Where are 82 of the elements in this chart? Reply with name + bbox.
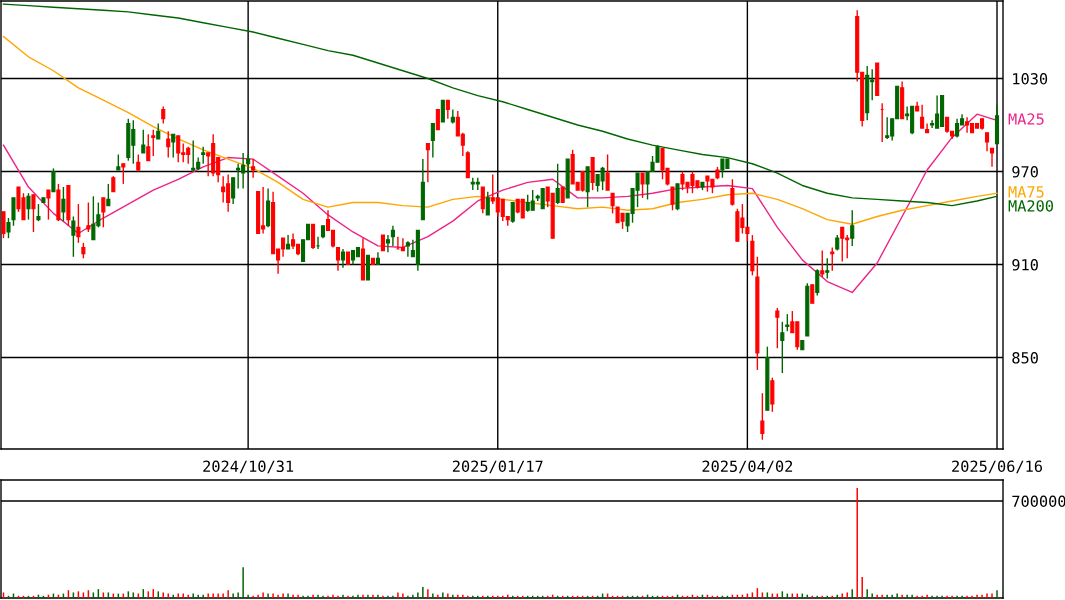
candlestick <box>485 190 490 216</box>
x-tick-label: 2025/04/02 <box>702 460 793 474</box>
candlestick <box>770 376 775 413</box>
y-tick-label: 910 <box>1012 259 1038 271</box>
series-label: MA75 <box>1008 186 1044 198</box>
candlestick <box>640 172 645 199</box>
candlestick <box>840 226 845 263</box>
candlestick <box>236 163 241 190</box>
candlestick <box>46 189 51 221</box>
candlestick <box>76 203 81 244</box>
candlestick <box>610 192 615 215</box>
candlestick <box>925 122 930 134</box>
candlestick <box>520 198 525 219</box>
candlestick <box>61 186 66 222</box>
y-tick-label: 850 <box>1012 352 1038 364</box>
candlestick <box>605 153 610 191</box>
candlestick <box>540 187 545 210</box>
candlestick <box>530 189 535 211</box>
candlestick <box>1 211 6 239</box>
candlestick <box>11 197 16 227</box>
candlestick <box>815 268 820 297</box>
candlestick <box>435 108 440 131</box>
series-label: MA200 <box>1008 200 1054 212</box>
candlestick <box>820 249 825 278</box>
candlestick <box>430 122 435 159</box>
candlestick <box>885 116 890 140</box>
candlestick <box>385 234 390 253</box>
candlestick <box>31 194 36 233</box>
candlestick <box>171 133 176 159</box>
candlestick <box>251 158 256 179</box>
candlestick <box>146 133 151 162</box>
candlestick <box>825 257 830 280</box>
candlestick <box>830 246 835 272</box>
candlestick <box>670 186 675 211</box>
candlestick <box>191 139 196 173</box>
candlestick <box>920 104 925 129</box>
candlestick <box>445 99 450 120</box>
candlestick <box>984 132 990 153</box>
candlestick <box>810 283 815 304</box>
candlestick <box>555 163 560 205</box>
candlestick <box>246 153 251 174</box>
x-tick-label: 2024/10/31 <box>203 460 294 474</box>
line-series <box>2 113 998 294</box>
y-tick-label: 1030 <box>1013 73 1048 85</box>
line-series <box>2 3 998 207</box>
candlestick <box>775 307 780 349</box>
candlestick <box>340 248 346 269</box>
candlestick <box>480 186 485 215</box>
candlestick <box>26 192 31 221</box>
candlestick <box>335 246 341 272</box>
candlestick <box>101 197 106 229</box>
candlestick <box>730 178 735 207</box>
candlestick <box>400 237 405 252</box>
candlestick <box>51 167 56 193</box>
candlestick <box>405 240 410 258</box>
candlestick <box>425 142 430 184</box>
candlestick <box>221 175 226 204</box>
candlestick <box>965 116 970 134</box>
candlestick <box>850 209 855 247</box>
candlestick <box>121 163 126 185</box>
candlestick <box>141 128 146 154</box>
candlestick <box>6 217 11 239</box>
candlestick <box>151 128 156 157</box>
candlestick <box>86 201 91 233</box>
series-label: MA25 <box>1008 113 1044 125</box>
candlestick <box>71 215 76 258</box>
candlestick <box>390 225 395 247</box>
candlestick <box>231 177 236 205</box>
candlestick <box>286 234 291 250</box>
candlestick <box>510 201 515 224</box>
candlestick <box>989 147 995 168</box>
candlestick <box>760 392 765 441</box>
x-tick-label: 2025/01/17 <box>452 460 543 474</box>
y-tick-label: 970 <box>1012 166 1038 178</box>
y-tick-label: 700000 <box>1012 495 1065 507</box>
candlestick <box>166 130 171 159</box>
candlestick <box>106 183 111 207</box>
candlestick <box>440 99 445 123</box>
candlestick <box>780 321 785 374</box>
candlestick <box>310 223 316 250</box>
candlestick <box>176 135 181 163</box>
x-tick-label: 2025/06/16 <box>952 460 1043 474</box>
